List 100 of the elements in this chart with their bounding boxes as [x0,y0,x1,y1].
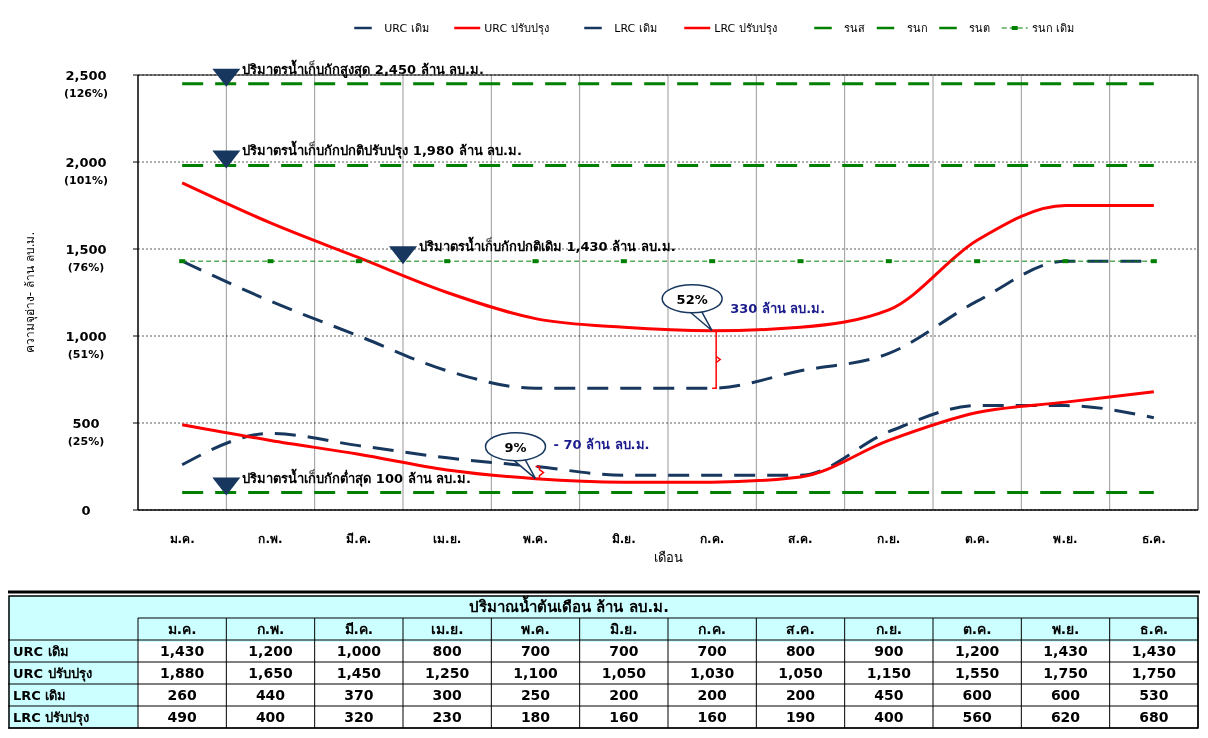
y-tick-label: 1,500 [65,242,107,257]
line-series [180,181,1156,333]
category-label: ก.พ. [256,621,285,637]
category-label: ม.ค. [167,621,197,637]
data-label: 1,430 [160,643,205,659]
data-label: 1,050 [778,665,823,681]
data-label: 620 [1050,709,1081,725]
y-axis-title: ความจุอ่าง- ล้าน ลบ.ม. [23,231,38,354]
x-tick-label: ก.พ. [258,532,283,546]
data-label: 800 [785,643,816,659]
data-label: 560 [962,709,993,725]
data-label: 600 [962,687,993,703]
legend-label: URC ปรับปรุง [484,22,549,35]
data-label: 1,750 [1043,665,1088,681]
data-label: 1,100 [513,665,558,681]
text: (25%) [67,435,105,448]
text: LRC ปรับปรุง [13,710,90,725]
legend-label: รนก เดิม [1031,22,1075,35]
x-tick-label: ม.ค. [169,532,195,546]
text: URC ปรับปรุง [13,666,92,681]
data-label: 1,050 [601,665,647,681]
data-label: 1,200 [248,643,293,659]
y-tick-label: 2,000 [65,155,107,170]
data-label: 190 [785,709,816,725]
category-label: พ.ย. [1051,621,1080,637]
annotation: 52% [676,291,708,307]
data-label: 700 [697,643,728,659]
data-label: 250 [520,687,551,703]
legend-label: รนต [969,22,991,35]
data-label: 1,030 [690,665,735,681]
category-label: ต.ค. [962,621,992,637]
data-label: 700 [609,643,639,659]
text: URC เดิม [13,644,69,659]
category-label: ก.ค. [698,621,726,637]
data-label: 1,150 [866,665,912,681]
x-tick-label: ก.ย. [877,532,901,546]
data-label: 180 [520,709,551,725]
x-axis-title: เดือน [653,550,683,565]
category-label: ก.ย. [875,621,903,637]
category-label: ธ.ค. [1139,621,1169,637]
data-label: 680 [1139,709,1169,725]
data-label: 400 [874,709,904,725]
text: (51%) [67,348,105,361]
x-tick-label: เม.ย. [433,532,462,546]
y-tick-label: 500 [72,416,100,431]
data-label: 1,430 [1043,643,1088,659]
x-tick-label: ธ.ค. [1141,532,1166,546]
data-label: 1,550 [955,665,1000,681]
text: LRC เดิม [13,688,67,703]
x-tick-label: พ.ค. [522,532,549,546]
y-tick-label: 2,500 [65,68,107,83]
annotation: 330 ล้าน ลบ.ม. [730,300,826,316]
data-label: 1,450 [336,665,382,681]
annotation: ปริมาตรน้ำเก็บกักปกติเดิม 1,430 ล้าน ลบ.ม. [419,236,676,255]
annotation: - 70 ล้าน ลบ.ม. [553,436,650,452]
x-tick-label: ส.ค. [788,532,813,546]
data-label: 490 [167,709,198,725]
text: (126%) [63,87,109,100]
data-label: 530 [1139,687,1169,703]
x-tick-label: ต.ค. [964,532,990,546]
data-label: 200 [697,687,728,703]
data-label: 900 [874,643,904,659]
legend-label: LRC ปรับปรุง [714,22,777,35]
data-label: 370 [344,687,374,703]
data-label: 260 [167,687,198,703]
data-label: 400 [255,709,286,725]
data-label: 160 [609,709,639,725]
y-tick-label: 1,000 [65,329,107,344]
x-tick-label: มิ.ย. [611,532,636,546]
x-tick-label: พ.ย. [1053,532,1078,546]
category-label: ส.ค. [786,621,815,637]
legend-label: รนส [844,22,866,35]
annotation: ปริมาตรน้ำเก็บกักต่ำสุด 100 ล้าน ลบ.ม. [242,467,471,487]
category-label: พ.ค. [521,621,550,637]
annotation: ปริมาตรน้ำเก็บกักสูงสุด 2,450 ล้าน ลบ.ม. [242,58,484,78]
data-label: 320 [344,709,374,725]
data-label: 600 [1050,687,1081,703]
data-label: 1,200 [955,643,1000,659]
legend-label: URC เดิม [384,22,429,35]
category-label: มิ.ย. [610,621,638,637]
data-label: 800 [432,643,463,659]
legend-label: รนก [906,22,928,35]
data-label: 440 [255,687,286,703]
data-label: 200 [785,687,816,703]
x-tick-label: ก.ค. [700,532,725,546]
text: (101%) [63,174,109,187]
x-tick-label: มี.ค. [346,532,372,546]
legend-label: LRC เดิม [614,22,657,35]
data-label: 1,250 [425,665,470,681]
data-label: 450 [874,687,904,703]
annotation: 9% [504,439,527,455]
data-label: 1,000 [336,643,382,659]
data-label: 200 [609,687,639,703]
data-label: 700 [520,643,551,659]
y-tick-label: 0 [81,503,91,518]
text: (76%) [67,261,105,274]
category-label: เม.ย. [430,621,464,637]
data-label: 230 [432,709,463,725]
category-label: มี.ค. [344,621,374,637]
data-label: 1,880 [160,665,205,681]
